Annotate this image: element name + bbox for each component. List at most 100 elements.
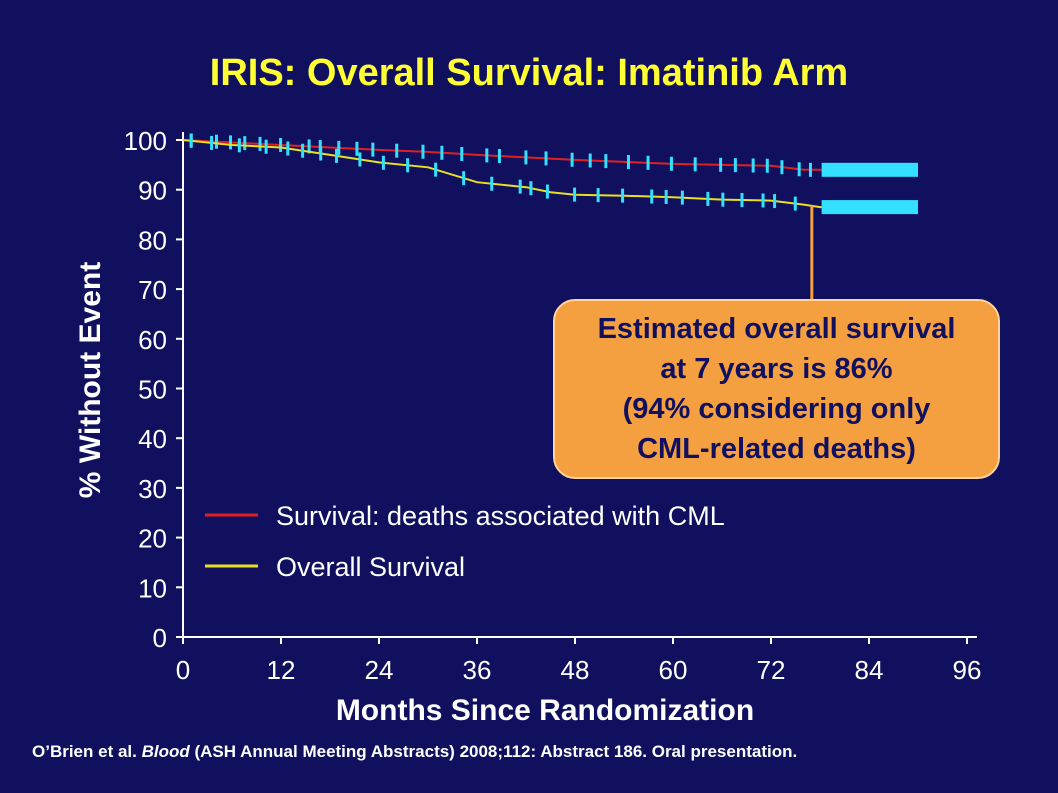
y-tick-label: 60	[138, 325, 167, 355]
censor-mark	[570, 152, 574, 167]
x-tick-label: 24	[365, 655, 394, 685]
censor-mark	[680, 190, 684, 205]
censor-mark	[258, 136, 262, 151]
x-tick-label: 84	[855, 655, 884, 685]
series-line	[182, 139, 918, 209]
x-tick-label: 48	[561, 655, 590, 685]
y-tick-label: 30	[138, 474, 167, 504]
callout-line-2: at 7 years is 86%	[660, 353, 893, 385]
censor-mark	[706, 191, 710, 206]
censor-mark	[434, 162, 438, 177]
censor-mark	[773, 194, 777, 209]
censor-mark	[462, 171, 466, 186]
censor-mark	[301, 143, 305, 158]
x-tick-label: 0	[176, 655, 190, 685]
legend-label: Overall Survival	[276, 552, 465, 582]
citation-authors: O’Brien et al.	[32, 742, 142, 761]
censor-mark	[740, 193, 744, 208]
legend-label: Survival: deaths associated with CML	[276, 501, 725, 531]
censor-mark	[490, 176, 494, 191]
censor-band	[821, 162, 918, 177]
censor-mark	[650, 189, 654, 204]
callout-line-3: (94% considering only	[622, 393, 931, 425]
censor-mark	[626, 155, 630, 170]
censor-mark	[808, 162, 812, 177]
censor-mark	[588, 153, 592, 168]
censor-mark	[524, 150, 528, 165]
censor-mark	[381, 155, 385, 170]
censor-mark	[337, 140, 341, 155]
censor-mark	[529, 181, 533, 196]
censor-mark	[721, 192, 725, 207]
censor-mark	[279, 137, 283, 152]
censor-mark	[596, 188, 600, 203]
censor-mark	[621, 188, 625, 203]
y-tick-label: 50	[138, 375, 167, 405]
censor-mark	[646, 155, 650, 170]
censor-mark	[406, 158, 410, 173]
censor-mark	[460, 146, 464, 161]
citation-details: (ASH Annual Meeting Abstracts) 2008;112:…	[189, 742, 798, 761]
y-tick-label: 40	[138, 424, 167, 454]
censor-mark	[264, 139, 268, 154]
censor-mark	[358, 152, 362, 167]
x-tick-label: 12	[267, 655, 296, 685]
censor-mark	[545, 184, 549, 199]
censor-mark	[307, 139, 311, 154]
x-tick-label: 36	[463, 655, 492, 685]
y-tick-label: 90	[138, 176, 167, 206]
censor-mark	[797, 162, 801, 177]
censor-mark	[604, 154, 608, 169]
censor-mark	[733, 158, 737, 173]
x-tick-label: 72	[757, 655, 786, 685]
censor-mark	[751, 158, 755, 173]
citation: O’Brien et al. Blood (ASH Annual Meeting…	[32, 742, 797, 762]
censor-mark	[761, 193, 765, 208]
censor-mark	[793, 196, 797, 211]
citation-journal: Blood	[141, 742, 190, 761]
y-tick-label: 10	[138, 573, 167, 603]
censor-mark	[355, 141, 359, 156]
censor-mark	[518, 179, 522, 194]
censor-mark	[319, 146, 323, 161]
censor-mark	[664, 189, 668, 204]
censor-mark	[573, 187, 577, 202]
censor-mark	[440, 145, 444, 160]
censor-mark	[485, 148, 489, 163]
censor-mark	[189, 133, 193, 148]
slide-title: IRIS: Overall Survival: Imatinib Arm	[209, 52, 849, 94]
censor-mark	[780, 160, 784, 175]
censor-mark	[765, 158, 769, 173]
y-tick-label: 20	[138, 524, 167, 554]
series-line	[182, 139, 918, 171]
censor-mark	[371, 142, 375, 157]
callout-line-1: Estimated overall survival	[597, 313, 956, 345]
censor-mark	[214, 134, 218, 149]
censor-mark	[237, 138, 241, 153]
censor-mark	[210, 135, 214, 150]
censor-mark	[669, 156, 673, 171]
y-tick-label: 70	[138, 275, 167, 305]
censor-mark	[544, 151, 548, 166]
y-tick-label: 0	[153, 623, 167, 653]
y-axis-title: % Without Event	[74, 262, 107, 498]
y-tick-label: 100	[124, 126, 167, 156]
censor-mark	[243, 136, 247, 151]
x-tick-label: 96	[953, 655, 982, 685]
y-tick-label: 80	[138, 225, 167, 255]
series-layer	[182, 133, 918, 215]
censor-mark	[335, 148, 339, 163]
censor-mark	[395, 143, 399, 158]
callout-line-4: CML-related deaths)	[637, 433, 916, 465]
censor-mark	[421, 144, 425, 159]
censor-mark	[719, 157, 723, 172]
survival-callout-box: Estimated overall survival at 7 years is…	[553, 299, 1000, 479]
axes-layer: 0 10 20 30 40 50 60 70 80 90 100 0 12 24 36 48 60 72 84 96 M…	[74, 126, 981, 727]
legend-layer: Survival: deaths associated with CML Over…	[205, 501, 725, 582]
censor-mark	[693, 157, 697, 172]
x-axis-title: Months Since Randomization	[336, 694, 754, 727]
censor-mark	[229, 135, 233, 150]
censor-mark	[286, 141, 290, 156]
censor-band	[821, 200, 918, 215]
